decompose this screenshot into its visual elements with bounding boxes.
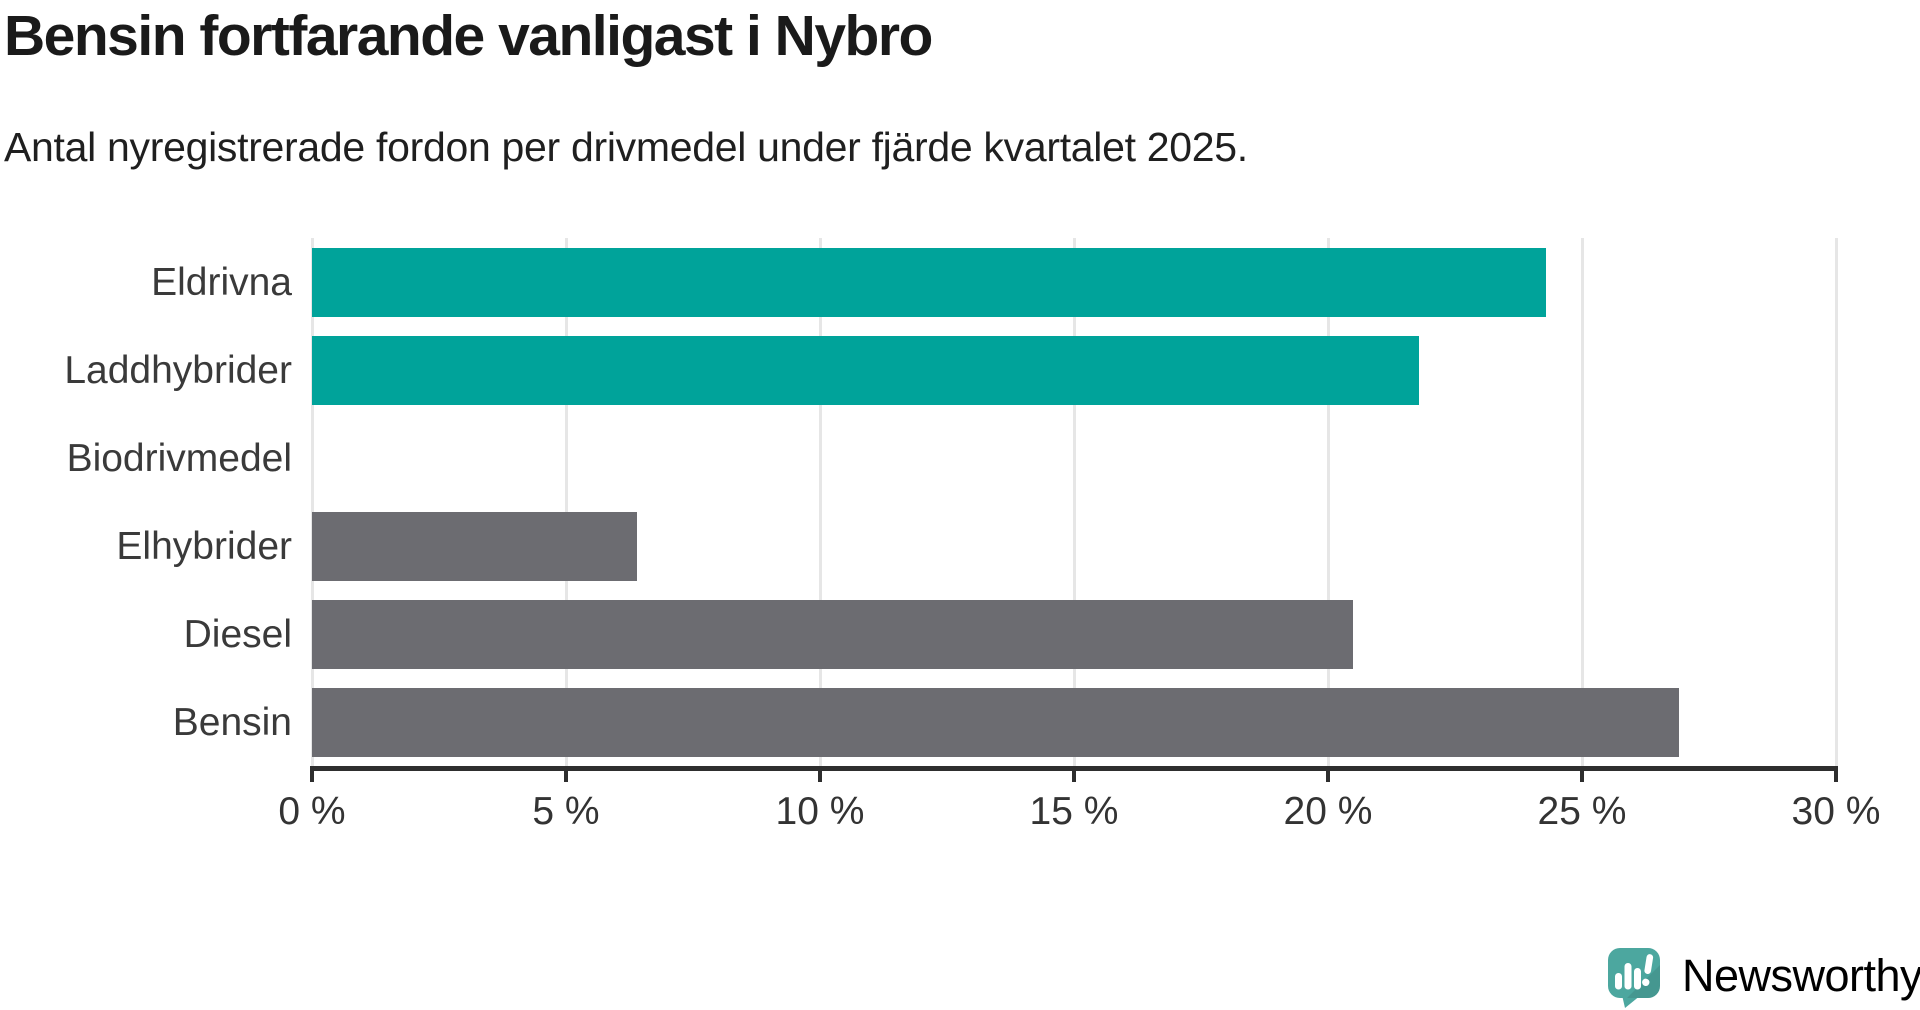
x-tick-label-10: 10 % bbox=[775, 790, 865, 833]
x-tick-label-20: 20 % bbox=[1283, 790, 1373, 833]
mini-bar-chart-glyph bbox=[1615, 963, 1641, 990]
bar-bensin bbox=[312, 688, 1679, 757]
chart-subtitle: Antal nyregistrerade fordon per drivmede… bbox=[4, 124, 1248, 170]
x-tick-mark-0 bbox=[310, 766, 314, 782]
x-tick-mark-30 bbox=[1834, 766, 1838, 782]
chart-title: Bensin fortfarande vanligast i Nybro bbox=[4, 4, 933, 68]
x-tick-mark-5 bbox=[564, 766, 568, 782]
category-label-laddhybrider: Laddhybrider bbox=[64, 349, 292, 392]
exclamation-glyph bbox=[1642, 954, 1654, 987]
x-tick-label-5: 5 % bbox=[532, 790, 600, 833]
bar-eldrivna bbox=[312, 248, 1547, 317]
bar-elhybrider bbox=[312, 512, 638, 581]
category-label-eldrivna: Eldrivna bbox=[151, 261, 292, 304]
bar-laddhybrider bbox=[312, 336, 1420, 405]
gridline-5 bbox=[564, 238, 568, 766]
gridline-10 bbox=[818, 238, 822, 766]
newsworthy-logo: Newsworthy bbox=[1608, 948, 1920, 1008]
x-tick-label-30: 30 % bbox=[1791, 790, 1881, 833]
x-tick-label-15: 15 % bbox=[1029, 790, 1119, 833]
newsworthy-wordmark: Newsworthy bbox=[1682, 950, 1920, 1001]
newsworthy-speech-bubble-icon bbox=[1608, 948, 1660, 1008]
category-label-diesel: Diesel bbox=[183, 613, 292, 656]
gridline-0 bbox=[310, 238, 314, 766]
gridline-30 bbox=[1834, 238, 1838, 766]
category-label-biodrivmedel: Biodrivmedel bbox=[66, 437, 292, 480]
category-label-bensin: Bensin bbox=[172, 701, 292, 744]
category-label-elhybrider: Elhybrider bbox=[116, 525, 292, 568]
gridline-20 bbox=[1326, 238, 1330, 766]
x-tick-label-0: 0 % bbox=[278, 790, 346, 833]
x-tick-mark-10 bbox=[818, 766, 822, 782]
gridline-25 bbox=[1580, 238, 1584, 766]
gridline-15 bbox=[1072, 238, 1076, 766]
x-tick-mark-25 bbox=[1580, 766, 1584, 782]
bar-diesel bbox=[312, 600, 1354, 669]
x-tick-mark-20 bbox=[1326, 766, 1330, 782]
x-tick-mark-15 bbox=[1072, 766, 1076, 782]
x-tick-label-25: 25 % bbox=[1537, 790, 1627, 833]
